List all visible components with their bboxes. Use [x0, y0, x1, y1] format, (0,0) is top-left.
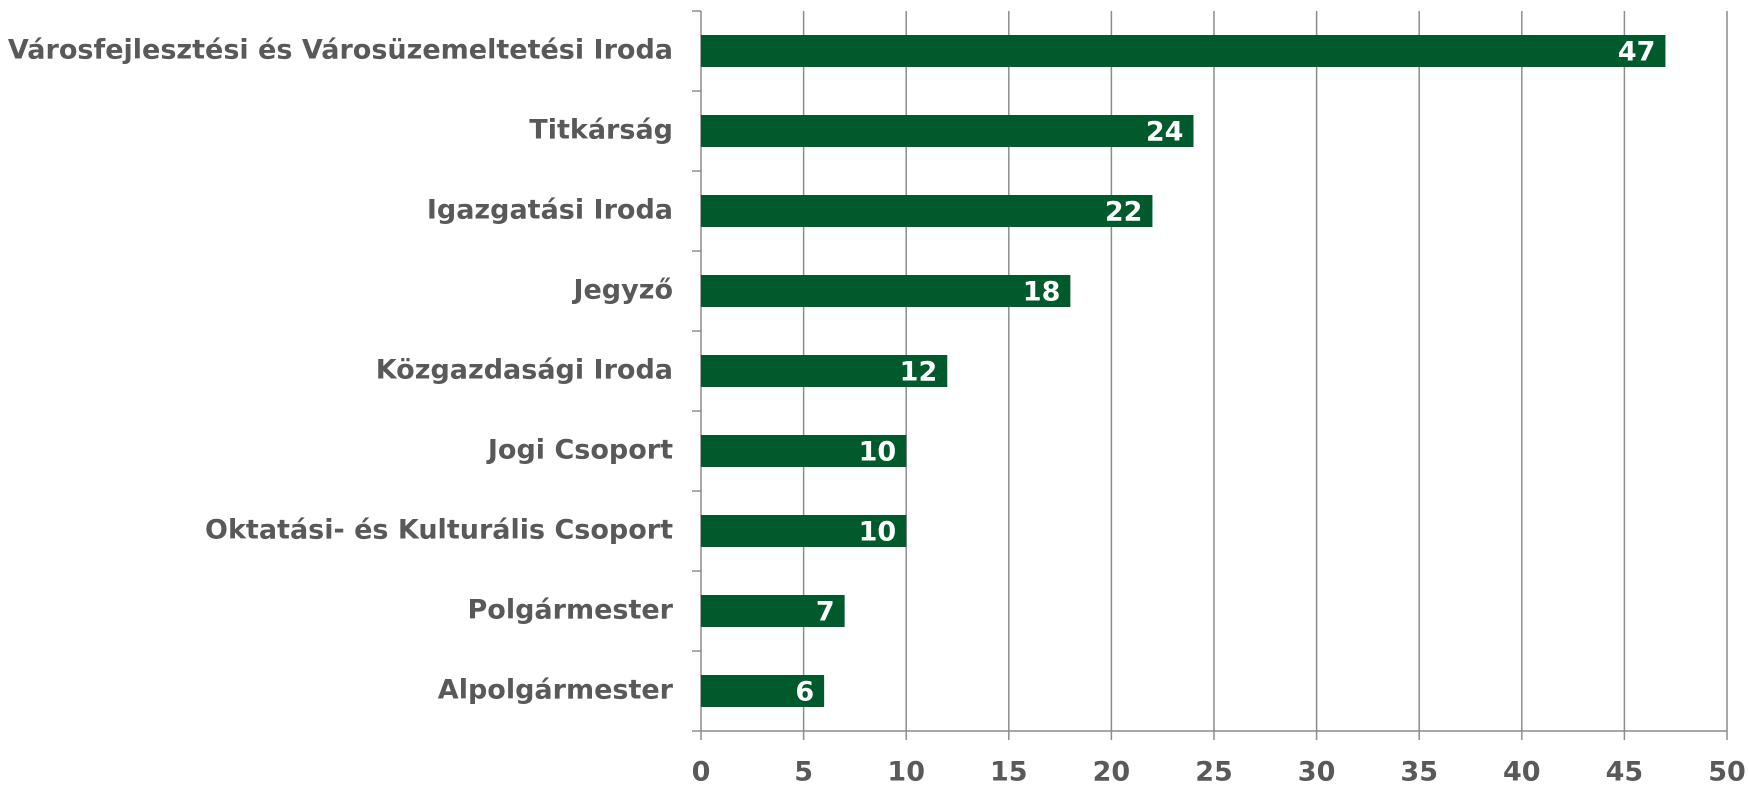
- x-tick-label: 40: [1503, 757, 1541, 787]
- data-label: 10: [859, 517, 897, 548]
- x-tick-label: 45: [1606, 757, 1644, 787]
- x-tick-label: 0: [692, 757, 711, 787]
- x-tick-label: 50: [1708, 757, 1746, 787]
- bar: [701, 355, 948, 387]
- data-label: 24: [1146, 117, 1184, 148]
- bar: [701, 195, 1153, 227]
- y-tick-label: Alpolgármester: [438, 675, 674, 706]
- data-label: 12: [900, 357, 938, 388]
- data-label: 6: [795, 677, 814, 708]
- bar: [701, 115, 1194, 147]
- y-tick-label: Jogi Csoport: [486, 435, 673, 466]
- bar: [701, 595, 845, 627]
- bar: [701, 275, 1071, 307]
- x-tick-label: 35: [1400, 757, 1438, 787]
- x-tick-label: 10: [887, 757, 925, 787]
- x-tick-label: 15: [990, 757, 1028, 787]
- bar: [701, 35, 1666, 67]
- data-label: 22: [1105, 197, 1143, 228]
- y-tick-label: Jegyző: [571, 275, 673, 306]
- data-label: 10: [859, 437, 897, 468]
- bar: [701, 435, 907, 467]
- y-tick-label: Polgármester: [467, 595, 673, 626]
- y-tick-label: Városfejlesztési és Városüzemeltetési Ir…: [8, 35, 673, 66]
- y-tick-label: Oktatási- és Kulturális Csoport: [205, 515, 673, 546]
- x-tick-label: 25: [1195, 757, 1233, 787]
- data-label: 18: [1023, 277, 1061, 308]
- data-label: 47: [1618, 37, 1656, 68]
- y-tick-label: Titkárság: [529, 115, 673, 146]
- bar: [701, 515, 907, 547]
- y-tick-label: Igazgatási Iroda: [427, 195, 673, 226]
- y-tick-label: Közgazdasági Iroda: [376, 355, 673, 386]
- bar: [701, 675, 825, 707]
- x-tick-label: 20: [1093, 757, 1131, 787]
- x-tick-label: 5: [794, 757, 813, 787]
- data-label: 7: [816, 597, 835, 628]
- x-tick-label: 30: [1298, 757, 1336, 787]
